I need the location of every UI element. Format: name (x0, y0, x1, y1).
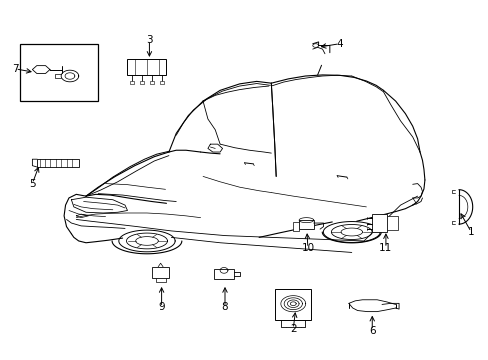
Bar (159, 81, 163, 84)
Text: 3: 3 (146, 35, 152, 45)
Bar (130, 81, 134, 84)
Text: 2: 2 (289, 324, 296, 334)
Bar (140, 81, 144, 84)
Bar (274, 289, 311, 320)
Bar (214, 269, 233, 279)
Text: 8: 8 (221, 302, 228, 312)
Text: 10: 10 (301, 243, 314, 253)
Bar (127, 59, 166, 75)
Text: 1: 1 (467, 227, 473, 237)
Bar (371, 215, 386, 231)
Bar (150, 81, 154, 84)
Bar (292, 222, 299, 231)
Text: 5: 5 (29, 179, 36, 189)
Bar (156, 278, 165, 282)
Bar (20, 44, 98, 101)
Bar (386, 216, 397, 230)
Text: 7: 7 (12, 64, 19, 74)
Text: 4: 4 (336, 39, 342, 49)
Bar (37, 159, 79, 167)
Bar (152, 267, 169, 278)
Text: 11: 11 (379, 243, 392, 253)
Text: 6: 6 (368, 325, 375, 336)
Bar (299, 220, 313, 229)
Text: 9: 9 (158, 302, 164, 312)
